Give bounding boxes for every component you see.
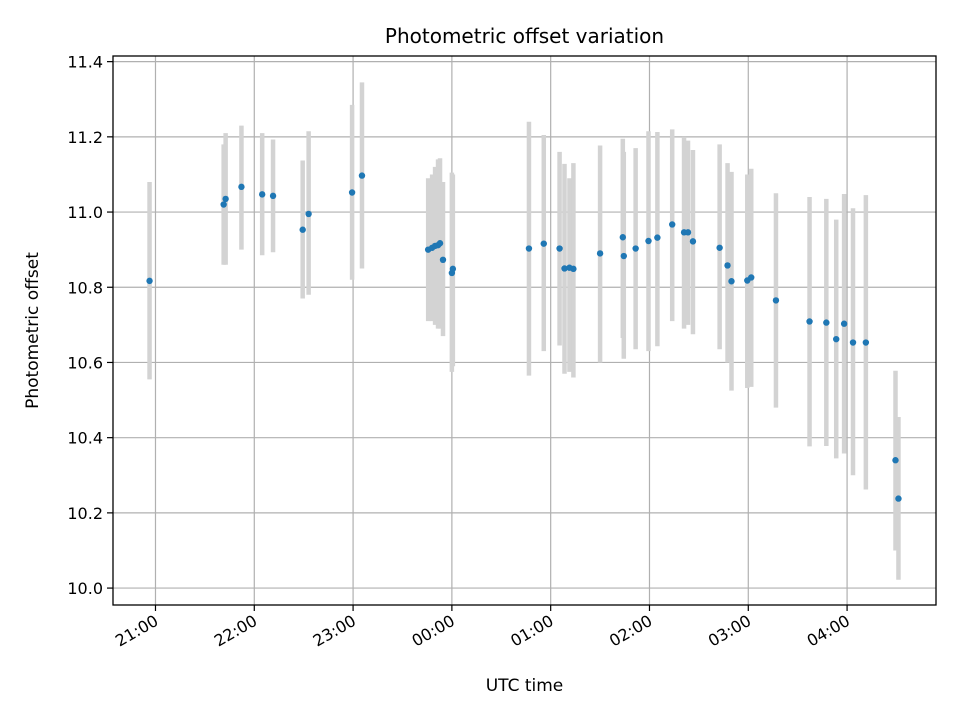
data-point (724, 262, 731, 269)
plot-area-frame (112, 55, 937, 606)
data-point (619, 234, 627, 241)
data-point (728, 278, 735, 285)
data-point (358, 172, 366, 179)
data-point (849, 339, 857, 346)
data-point (669, 221, 676, 228)
y-tick-label: 11.4 (67, 53, 103, 72)
data-point (269, 192, 277, 200)
y-tick-label: 10.6 (67, 353, 103, 372)
data-point (892, 457, 899, 464)
data-point (561, 265, 568, 272)
y-tick-label: 10.8 (67, 278, 103, 297)
data-point (220, 201, 227, 208)
data-point (570, 265, 577, 273)
data-point (806, 318, 813, 325)
data-point (772, 297, 780, 304)
data-point (146, 277, 153, 285)
data-point (620, 252, 627, 260)
data-point (596, 250, 604, 257)
data-point (540, 240, 547, 247)
data-point (689, 238, 697, 245)
y-tick-label: 10.0 (67, 579, 103, 598)
data-point (833, 335, 840, 343)
data-points (146, 172, 902, 502)
x-axis-label: UTC time (486, 676, 564, 696)
data-point (632, 245, 639, 252)
data-point (684, 229, 692, 236)
data-point (862, 339, 870, 346)
data-point (525, 245, 533, 252)
data-point (823, 319, 830, 326)
y-tick-label: 11.2 (67, 128, 103, 147)
data-point (238, 183, 245, 191)
data-point (716, 244, 723, 251)
data-point (556, 245, 563, 252)
data-point (258, 191, 266, 198)
data-point (436, 240, 444, 247)
y-axis: 10.0 10.2 10.4 10.6 10.8 11.0 11.2 11.4 (67, 53, 113, 598)
data-point (439, 256, 447, 264)
data-point (895, 495, 902, 502)
data-point (449, 265, 457, 273)
chart-title: Photometric offset variation (385, 24, 664, 48)
data-point (748, 274, 755, 281)
y-tick-label: 11.0 (67, 203, 103, 222)
data-point (305, 210, 312, 218)
y-axis-label: Photometric offset (23, 252, 43, 409)
y-tick-label: 10.4 (67, 429, 103, 448)
data-point (840, 320, 848, 327)
data-point (299, 226, 306, 233)
data-point (654, 234, 661, 241)
data-point (645, 237, 652, 245)
y-tick-label: 10.2 (67, 504, 103, 523)
data-point (222, 195, 229, 203)
data-point (348, 189, 356, 196)
